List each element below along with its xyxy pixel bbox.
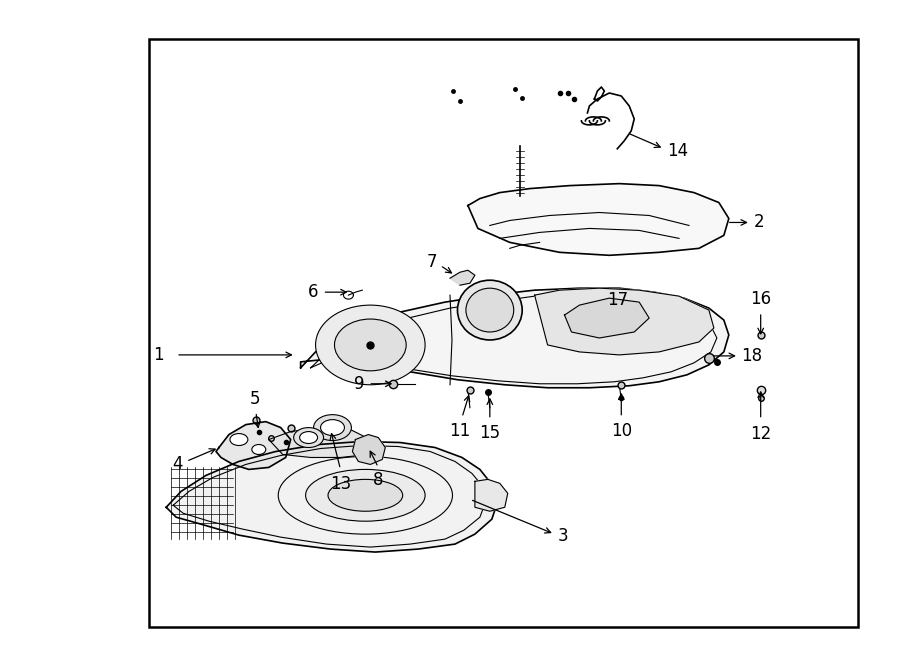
Text: 14: 14 xyxy=(667,141,688,160)
Polygon shape xyxy=(353,434,385,465)
Text: 10: 10 xyxy=(611,422,632,440)
Text: 7: 7 xyxy=(427,253,437,271)
Polygon shape xyxy=(468,184,729,255)
Ellipse shape xyxy=(313,414,351,440)
Polygon shape xyxy=(166,442,498,552)
Ellipse shape xyxy=(293,428,323,447)
Polygon shape xyxy=(216,422,291,469)
Polygon shape xyxy=(269,428,370,457)
Polygon shape xyxy=(564,298,649,338)
Text: 2: 2 xyxy=(753,214,764,231)
Ellipse shape xyxy=(306,469,425,521)
Text: 1: 1 xyxy=(154,346,164,364)
Text: 11: 11 xyxy=(449,422,471,440)
Text: 6: 6 xyxy=(308,283,319,301)
Text: 12: 12 xyxy=(750,424,771,443)
Ellipse shape xyxy=(252,444,266,455)
Ellipse shape xyxy=(320,420,345,436)
Text: 9: 9 xyxy=(354,375,364,393)
Text: 13: 13 xyxy=(329,475,351,493)
Text: 17: 17 xyxy=(608,291,628,309)
Bar xyxy=(149,39,859,627)
Polygon shape xyxy=(450,270,475,285)
Text: 3: 3 xyxy=(557,527,568,545)
Ellipse shape xyxy=(316,305,425,385)
Polygon shape xyxy=(535,288,714,355)
Ellipse shape xyxy=(466,288,514,332)
Text: 18: 18 xyxy=(741,347,762,365)
Text: 5: 5 xyxy=(249,390,260,408)
Text: 16: 16 xyxy=(750,290,771,308)
Ellipse shape xyxy=(335,319,406,371)
Ellipse shape xyxy=(300,432,318,444)
Text: 4: 4 xyxy=(173,455,183,473)
Ellipse shape xyxy=(230,434,248,446)
Text: 15: 15 xyxy=(480,424,500,442)
Text: 8: 8 xyxy=(374,471,383,489)
Ellipse shape xyxy=(328,479,402,511)
Polygon shape xyxy=(475,479,508,511)
Polygon shape xyxy=(301,288,729,388)
Ellipse shape xyxy=(457,280,522,340)
